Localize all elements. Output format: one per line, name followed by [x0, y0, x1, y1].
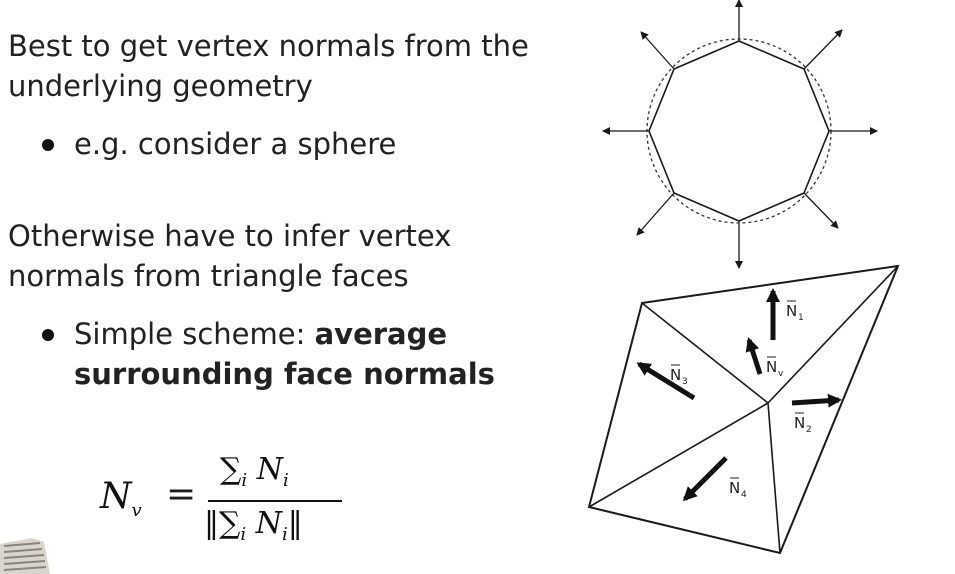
- svg-text:2: 2: [806, 425, 812, 435]
- svg-text:1: 1: [798, 313, 804, 323]
- fan-outline: [587, 264, 900, 555]
- label-n3: N 3: [670, 364, 688, 387]
- arrow-n4: [682, 456, 728, 502]
- face-normal-labels: N 1 N v N 3 N 2 N 4: [670, 300, 812, 500]
- svg-text:N: N: [766, 358, 777, 376]
- heading-infer-normals: Otherwise have to infer vertex normals f…: [8, 219, 452, 293]
- formula-denominator: ‖∑i Ni‖: [204, 506, 303, 545]
- fan-spokes: [588, 265, 899, 554]
- bullet-scheme-bold: average surrounding face normals: [74, 317, 495, 391]
- heading-vertex-normals-geometry: Best to get vertex normals from the unde…: [8, 29, 529, 103]
- bullet-scheme-plain: Simple scheme:: [74, 317, 315, 351]
- formula-numerator: ∑i Ni: [220, 452, 289, 491]
- vertex-normal-formula: Nv = ∑i Ni ‖∑i Ni‖: [100, 452, 360, 552]
- formula-lhs: Nv: [100, 476, 142, 522]
- svg-text:N: N: [794, 414, 805, 432]
- label-n1: N 1: [786, 300, 804, 323]
- svg-text:3: 3: [682, 377, 688, 387]
- svg-text:v: v: [778, 369, 784, 379]
- label-nv: N v: [766, 356, 784, 379]
- normal-arrow-bottom-left: [636, 192, 675, 236]
- figure-area: N 1 N v N 3 N 2 N 4: [587, 0, 900, 555]
- svg-text:N: N: [786, 302, 797, 320]
- sphere-polygon-diagram: [602, 0, 878, 269]
- svg-text:N: N: [729, 479, 740, 497]
- slide-text: Best to get vertex normals from the unde…: [8, 26, 568, 394]
- bullet-simple-scheme: Simple scheme: average surrounding face …: [8, 314, 568, 394]
- sphere-circle: [646, 38, 832, 224]
- triangle-fan-diagram: N 1 N v N 3 N 2 N 4: [587, 264, 900, 555]
- svg-text:N: N: [670, 366, 681, 384]
- bullet-sphere-text: e.g. consider a sphere: [74, 127, 397, 161]
- sphere-normal-arrows: [602, 0, 878, 269]
- face-normal-arrows: [636, 288, 842, 502]
- bullet-dot: [42, 329, 54, 341]
- arrow-n2: [791, 393, 842, 408]
- arrow-n3: [636, 361, 696, 401]
- fraction-bar: [208, 500, 342, 502]
- label-n2: N 2: [794, 412, 812, 435]
- svg-text:4: 4: [741, 490, 747, 500]
- decagon: [648, 40, 830, 222]
- bullet-dot: [42, 139, 54, 151]
- formula-equals: =: [166, 474, 197, 515]
- normal-arrow-top-left: [640, 31, 675, 70]
- normal-arrow-top-right: [803, 29, 843, 70]
- normal-arrow-bottom-right: [803, 192, 839, 229]
- arrow-nv: [745, 337, 763, 375]
- presenter-video-thumbnail: [0, 530, 52, 574]
- bullet-sphere: e.g. consider a sphere: [8, 124, 568, 164]
- label-n4: N 4: [729, 477, 747, 500]
